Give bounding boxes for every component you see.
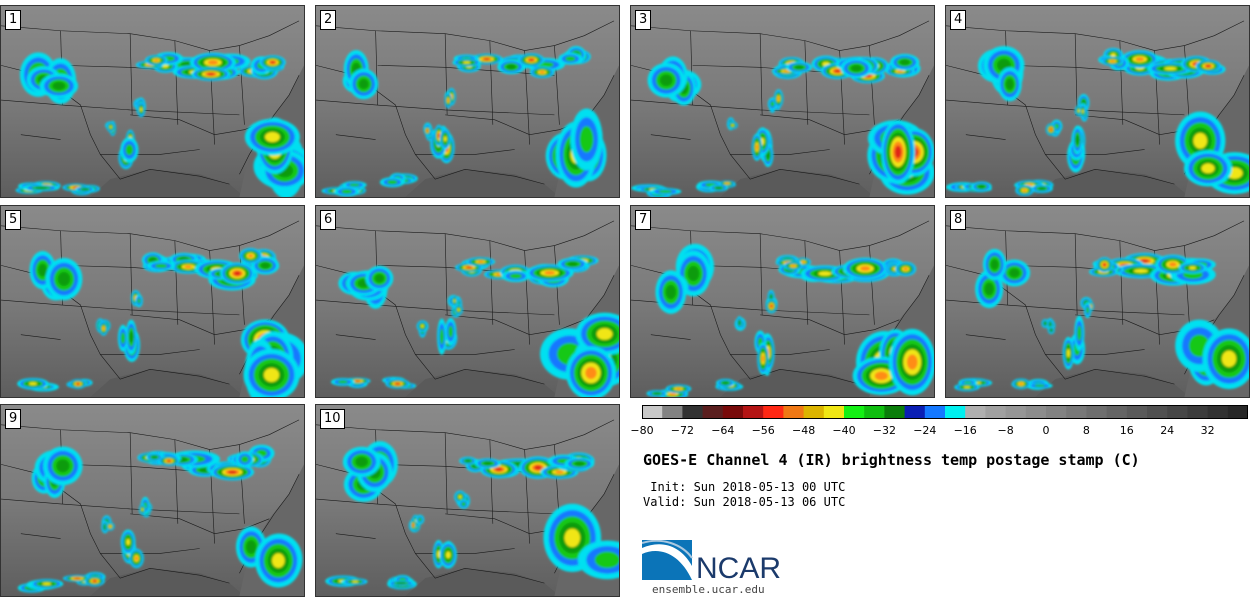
ensemble-member-panel: 7 bbox=[630, 205, 935, 398]
ir-satellite-map bbox=[1, 405, 304, 596]
ir-satellite-map bbox=[631, 206, 934, 397]
member-number-label: 1 bbox=[5, 10, 22, 30]
colorbar-swatch bbox=[1126, 405, 1148, 419]
colorbar-swatch bbox=[783, 405, 805, 419]
colorbar-swatch bbox=[1187, 405, 1209, 419]
colorbar-swatch bbox=[682, 405, 704, 419]
colorbar-tick-label: −64 bbox=[711, 424, 735, 437]
colorbar-swatch bbox=[763, 405, 784, 419]
ensemble-member-panel: 2 bbox=[315, 5, 620, 198]
colorbar-swatch bbox=[722, 405, 744, 419]
valid-time: Valid: Sun 2018-05-13 06 UTC bbox=[643, 495, 846, 509]
colorbar-swatch bbox=[1005, 405, 1027, 419]
colorbar-tick-label: −8 bbox=[997, 424, 1014, 437]
ensemble-member-panel: 1 bbox=[0, 5, 305, 198]
ensemble-member-panel: 4 bbox=[945, 5, 1250, 198]
colorbar-tick-label: −24 bbox=[913, 424, 937, 437]
colorbar-tick-label: −56 bbox=[751, 424, 775, 437]
colorbar-swatch bbox=[904, 405, 926, 419]
ir-satellite-map bbox=[1, 206, 304, 397]
colorbar-swatch bbox=[1106, 405, 1128, 419]
colorbar-swatch bbox=[884, 405, 906, 419]
colorbar-swatch bbox=[945, 405, 966, 419]
colorbar-swatch bbox=[662, 405, 683, 419]
colorbar-tick-label: 32 bbox=[1200, 424, 1215, 437]
member-number-label: 8 bbox=[950, 210, 967, 230]
colorbar-swatch bbox=[864, 405, 885, 419]
colorbar-swatch bbox=[803, 405, 825, 419]
colorbar-swatch bbox=[823, 405, 845, 419]
colorbar-swatch bbox=[642, 405, 663, 419]
colorbar-tick-label: −16 bbox=[953, 424, 977, 437]
colorbar-swatch bbox=[1147, 405, 1168, 419]
init-time: Init: Sun 2018-05-13 00 UTC bbox=[643, 480, 846, 494]
colorbar-swatch bbox=[702, 405, 724, 419]
colorbar-swatch bbox=[1167, 405, 1188, 419]
colorbar-tick-label: −72 bbox=[670, 424, 694, 437]
member-number-label: 4 bbox=[950, 10, 967, 30]
ensemble-member-panel: 8 bbox=[945, 205, 1250, 398]
colorbar-tick-label: 0 bbox=[1042, 424, 1050, 437]
colorbar-swatch bbox=[985, 405, 1007, 419]
ncar-logo: NCAR bbox=[642, 540, 781, 584]
ensemble-member-panel: 6 bbox=[315, 205, 620, 398]
colorbar-tick-label: 24 bbox=[1160, 424, 1175, 437]
member-number-label: 5 bbox=[5, 210, 22, 230]
ensemble-member-panel: 3 bbox=[630, 5, 935, 198]
ir-satellite-map bbox=[946, 6, 1249, 197]
colorbar-tick-label: −80 bbox=[630, 424, 654, 437]
colorbar-swatch bbox=[924, 405, 946, 419]
colorbar-tick-label: −32 bbox=[872, 424, 896, 437]
colorbar-swatch bbox=[1046, 405, 1067, 419]
ir-satellite-map bbox=[316, 206, 619, 397]
logo-wordmark: NCAR bbox=[696, 552, 781, 584]
member-number-label: 3 bbox=[635, 10, 652, 30]
colorbar-tick-label: −40 bbox=[832, 424, 856, 437]
colorbar-tick-label: 8 bbox=[1082, 424, 1090, 437]
colorbar-swatch bbox=[1086, 405, 1108, 419]
ensemble-member-panel: 5 bbox=[0, 205, 305, 398]
ir-satellite-map bbox=[316, 405, 619, 596]
ir-satellite-map bbox=[1, 6, 304, 197]
temperature-colorbar bbox=[642, 405, 1248, 419]
colorbar-swatch bbox=[965, 405, 986, 419]
member-number-label: 9 bbox=[5, 409, 22, 429]
ir-satellite-map bbox=[631, 6, 934, 197]
ir-satellite-map bbox=[946, 206, 1249, 397]
ensemble-member-panel: 10 bbox=[315, 404, 620, 597]
member-number-label: 6 bbox=[320, 210, 337, 230]
ir-satellite-map bbox=[316, 6, 619, 197]
colorbar-swatch bbox=[1227, 405, 1248, 419]
website-url: ensemble.ucar.edu bbox=[652, 583, 765, 596]
colorbar-tick-label: 16 bbox=[1119, 424, 1134, 437]
figure-title: GOES-E Channel 4 (IR) brightness temp po… bbox=[643, 451, 1140, 469]
colorbar-swatch bbox=[1025, 405, 1047, 419]
colorbar-swatch bbox=[844, 405, 865, 419]
member-number-label: 2 bbox=[320, 10, 337, 30]
member-number-label: 10 bbox=[320, 409, 345, 429]
member-number-label: 7 bbox=[635, 210, 652, 230]
colorbar-swatch bbox=[743, 405, 764, 419]
colorbar-tick-label: −48 bbox=[791, 424, 816, 437]
colorbar-swatch bbox=[1207, 405, 1229, 419]
colorbar-swatch bbox=[1066, 405, 1087, 419]
ensemble-member-panel: 9 bbox=[0, 404, 305, 597]
